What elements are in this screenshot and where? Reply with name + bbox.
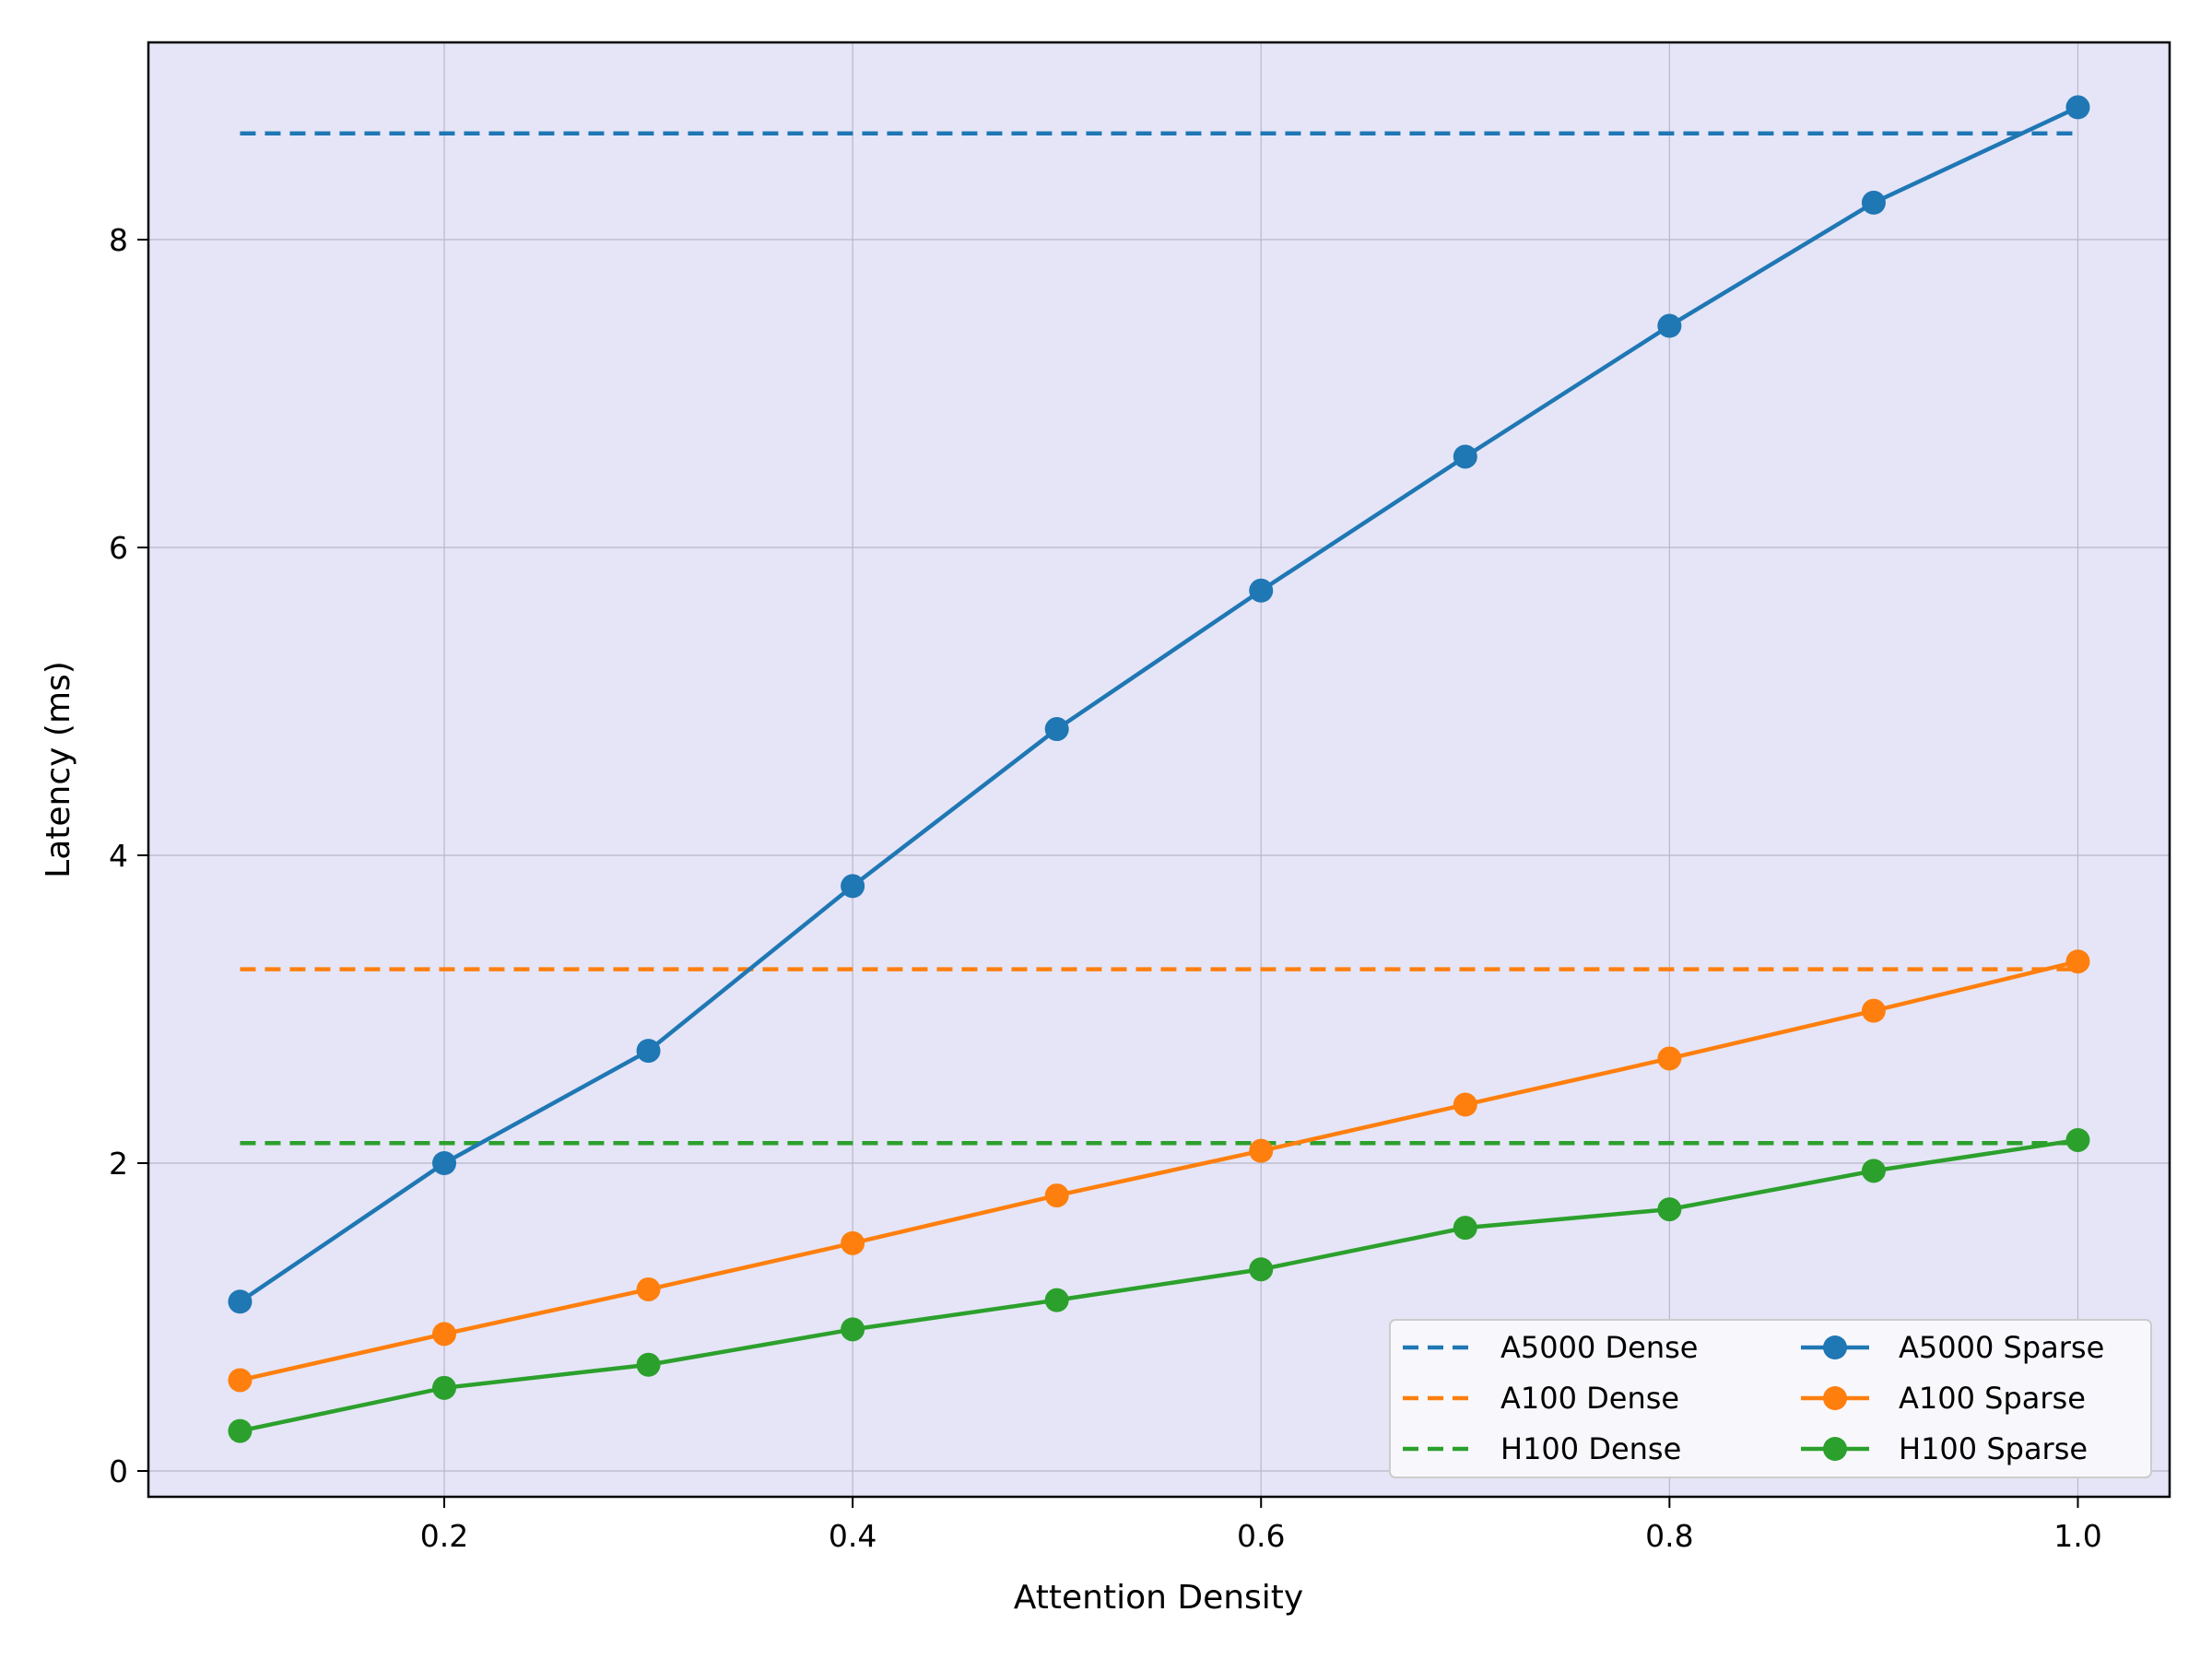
data-point [1044, 717, 1069, 742]
x-axis-label: Attention Density [1014, 1579, 1303, 1617]
data-point [1861, 1159, 1886, 1183]
data-point [1249, 1257, 1274, 1282]
legend-marker-icon [1823, 1335, 1847, 1359]
legend-marker-icon [1823, 1437, 1847, 1461]
x-tick-label: 1.0 [2053, 1518, 2101, 1554]
data-point [432, 1151, 456, 1175]
data-point [636, 1352, 661, 1377]
data-point [1657, 1046, 1682, 1071]
data-point [841, 1317, 865, 1342]
data-point [1249, 1138, 1274, 1163]
data-point [1657, 313, 1682, 338]
legend-item: A5000 Dense [1403, 1330, 1698, 1365]
plot-background [148, 42, 2170, 1497]
data-point [2065, 949, 2090, 974]
data-point [2065, 95, 2090, 120]
legend-label: H100 Sparse [1899, 1431, 2088, 1466]
legend-label: H100 Dense [1500, 1431, 1681, 1466]
y-axis-ticks: 0 2 4 6 8 [109, 222, 148, 1489]
legend-label: A5000 Sparse [1899, 1330, 2104, 1365]
data-point [1861, 998, 1886, 1023]
data-point [636, 1039, 661, 1064]
legend-label: A100 Dense [1500, 1381, 1679, 1416]
legend-item: A100 Dense [1403, 1381, 1679, 1416]
legend-marker-icon [1823, 1386, 1847, 1410]
y-tick-label: 2 [109, 1146, 128, 1182]
data-point [636, 1277, 661, 1301]
series-a100-sparse [228, 949, 2090, 1393]
gridlines [148, 42, 2170, 1497]
data-point [1044, 1183, 1069, 1208]
data-point [1453, 1216, 1477, 1241]
x-axis-ticks: 0.2 0.4 0.6 0.8 1.0 [420, 1497, 2102, 1554]
legend-item: H100 Sparse [1801, 1431, 2088, 1466]
legend-label: A5000 Dense [1500, 1330, 1698, 1365]
data-point [1453, 444, 1477, 469]
legend: A5000 Dense A100 Dense H100 Dense A5000 Spa… [1389, 1319, 2152, 1478]
series-h100-sparse [228, 1127, 2090, 1443]
y-axis-label: Latency (ms) [40, 661, 77, 878]
data-point [228, 1289, 253, 1314]
plot-frame [147, 41, 2171, 1499]
data-point [1657, 1197, 1682, 1222]
legend-box [1389, 1319, 2152, 1478]
legend-item: H100 Dense [1403, 1431, 1681, 1466]
series-a5000-sparse [228, 95, 2090, 1314]
data-point [841, 1230, 865, 1255]
legend-label: A100 Sparse [1899, 1381, 2086, 1416]
x-tick-label: 0.4 [829, 1518, 877, 1554]
data-point [1861, 190, 1886, 215]
legend-item: A5000 Sparse [1801, 1330, 2104, 1365]
x-tick-label: 0.6 [1237, 1518, 1285, 1554]
legend-item: A100 Sparse [1801, 1381, 2086, 1416]
series-layer [228, 95, 2090, 1443]
sparse-line [239, 1137, 2078, 1433]
sparse-line [239, 959, 2079, 1382]
x-tick-label: 0.2 [420, 1518, 468, 1554]
data-point [841, 874, 865, 899]
data-point [1249, 578, 1274, 603]
data-point [228, 1418, 253, 1443]
x-tick-label: 0.8 [1645, 1518, 1693, 1554]
data-point [432, 1322, 456, 1347]
data-point [1453, 1092, 1477, 1117]
data-point [1044, 1288, 1069, 1312]
sparse-line [239, 105, 2079, 1304]
y-tick-label: 6 [109, 530, 128, 566]
y-tick-label: 8 [109, 222, 128, 258]
y-tick-label: 0 [109, 1453, 128, 1489]
data-point [432, 1375, 456, 1400]
data-point [228, 1368, 253, 1393]
y-tick-label: 4 [109, 838, 128, 874]
data-point [2065, 1127, 2090, 1152]
